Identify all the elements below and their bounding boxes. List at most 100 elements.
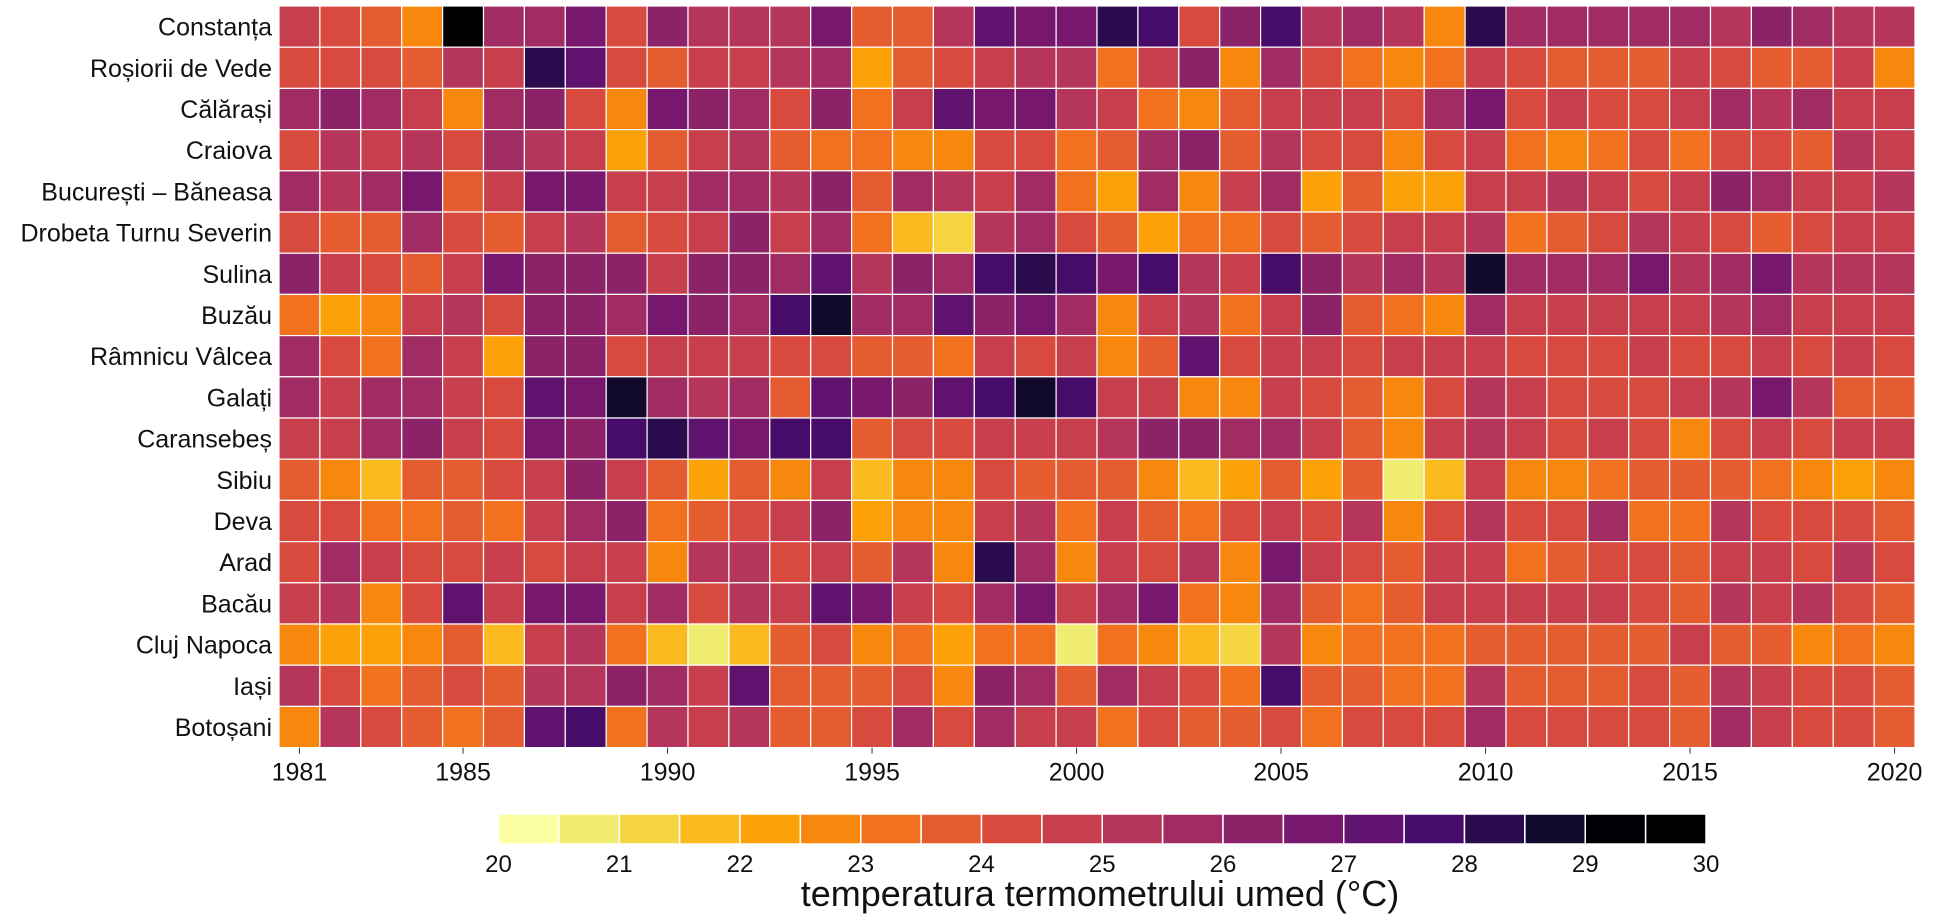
heatmap-cell	[1178, 5, 1221, 48]
heatmap-cell	[605, 293, 648, 337]
heatmap-cell	[605, 170, 648, 213]
heatmap-cell	[605, 540, 648, 584]
heatmap-cell	[850, 170, 894, 213]
heatmap-cell	[1587, 623, 1630, 666]
heatmap-cell	[1137, 293, 1180, 337]
heatmap-cell	[564, 87, 607, 131]
colorbar-segment	[618, 813, 681, 845]
heatmap-cell	[891, 87, 935, 131]
heatmap-cell	[687, 458, 730, 502]
colorbar-tick-label: 28	[1451, 851, 1478, 878]
heatmap-cell	[319, 417, 362, 460]
heatmap-cell	[1423, 252, 1466, 295]
heatmap-cell	[728, 335, 771, 378]
heatmap-cell	[1832, 417, 1875, 460]
heatmap-cell	[1014, 335, 1057, 378]
heatmap-cell	[1628, 417, 1671, 460]
heatmap-cell	[646, 87, 689, 131]
heatmap-cell	[850, 540, 894, 584]
heatmap-cell	[1382, 458, 1425, 502]
heatmap-cell	[401, 211, 444, 254]
heatmap-cell	[1709, 582, 1753, 625]
heatmap-cell	[482, 170, 526, 213]
heatmap-cell	[1668, 46, 1712, 90]
heatmap-cell	[1873, 46, 1916, 90]
heatmap-cell	[1505, 293, 1548, 337]
heatmap-cell	[319, 211, 362, 254]
heatmap-cell	[482, 376, 526, 419]
heatmap-cell	[1464, 46, 1507, 90]
heatmap-cell	[401, 582, 444, 625]
heatmap-cell	[1382, 5, 1425, 48]
heatmap-cell	[1055, 129, 1098, 172]
colorbar-segment	[1343, 813, 1405, 845]
heatmap-cell	[932, 293, 975, 337]
heatmap-cell	[1219, 417, 1262, 460]
heatmap-cell	[1791, 170, 1834, 213]
heatmap-cell	[1178, 458, 1221, 502]
colorbar-tick-label: 23	[847, 851, 874, 878]
heatmap-cell	[1587, 499, 1630, 543]
heatmap-cell	[1464, 705, 1507, 749]
heatmap-cell	[1382, 540, 1425, 584]
heatmap-cell	[1832, 540, 1875, 584]
heatmap-cell	[810, 293, 853, 337]
heatmap-cell	[278, 499, 321, 543]
heatmap-cell	[1873, 582, 1916, 625]
heatmap-cell	[1423, 417, 1466, 460]
heatmap-cell	[564, 582, 607, 625]
heatmap-cell	[1300, 582, 1344, 625]
heatmap-cell	[1014, 664, 1057, 708]
heatmap-cell	[1750, 87, 1793, 131]
heatmap-cell	[1587, 458, 1630, 502]
heatmap-cell	[1137, 170, 1180, 213]
heatmap-cell	[810, 87, 853, 131]
heatmap-cell	[1178, 499, 1221, 543]
heatmap-cell	[728, 664, 771, 708]
heatmap-cell	[401, 293, 444, 337]
heatmap-cell	[1750, 417, 1793, 460]
heatmap-cell	[442, 46, 485, 90]
heatmap-cell	[1832, 87, 1875, 131]
colorbar-segment	[860, 813, 922, 845]
heatmap-cell	[1341, 623, 1384, 666]
heatmap-cell	[1300, 540, 1344, 584]
x-tick-label: 2005	[1253, 759, 1309, 787]
heatmap-cell	[1791, 664, 1834, 708]
heatmap-cell	[401, 664, 444, 708]
heatmap-cell	[482, 46, 526, 90]
heatmap-cell	[687, 335, 730, 378]
heatmap-cell	[1832, 582, 1875, 625]
heatmap-cell	[1137, 5, 1180, 48]
heatmap-cell	[728, 705, 771, 749]
heatmap-cell	[1546, 252, 1589, 295]
heatmap-cell	[646, 499, 689, 543]
heatmap-cell	[769, 129, 812, 172]
heatmap-cell	[1423, 293, 1466, 337]
heatmap-cell	[1628, 705, 1671, 749]
heatmap-cell	[1464, 623, 1507, 666]
heatmap-cell	[891, 458, 935, 502]
heatmap-cell	[932, 540, 975, 584]
heatmap-cell	[1832, 664, 1875, 708]
heatmap-cell	[728, 211, 771, 254]
heatmap-cell	[1423, 5, 1466, 48]
heatmap-cell	[401, 46, 444, 90]
heatmap-cell	[1505, 499, 1548, 543]
heatmap-cell	[1382, 417, 1425, 460]
heatmap-cell	[278, 705, 321, 749]
heatmap-cell	[1219, 664, 1262, 708]
heatmap-cell	[1382, 705, 1425, 749]
heatmap-cell	[442, 211, 485, 254]
heatmap-cell	[1587, 87, 1630, 131]
colorbar-segment	[1524, 813, 1587, 845]
heatmap-cell	[1382, 664, 1425, 708]
heatmap-cell	[1423, 170, 1466, 213]
heatmap-cell	[1791, 540, 1834, 584]
heatmap-cell	[278, 664, 321, 708]
heatmap-cell	[1587, 129, 1630, 172]
heatmap-cell	[1505, 87, 1548, 131]
heatmap-cell	[1300, 499, 1344, 543]
heatmap-cell	[1300, 129, 1344, 172]
heatmap-cell	[1137, 129, 1180, 172]
